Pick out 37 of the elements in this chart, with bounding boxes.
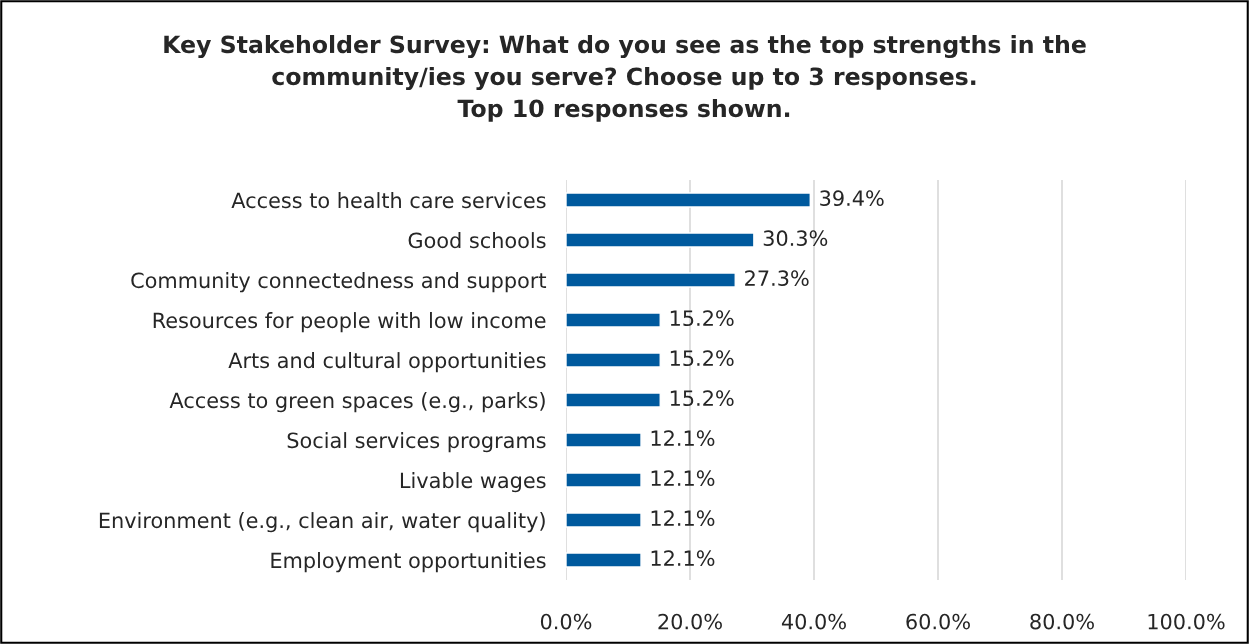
data-label: 15.2% — [670, 390, 734, 407]
y-tick-label: Access to green spaces (e.g., parks) — [169, 392, 545, 413]
bar — [566, 232, 755, 248]
x-tick-label: 40.0% — [781, 613, 846, 630]
x-tick-label: 60.0% — [906, 613, 970, 630]
bar — [566, 272, 736, 288]
y-tick-label: Community connectedness and support — [131, 272, 547, 293]
data-label: 27.3% — [745, 270, 809, 287]
y-tick-label: Resources for people with low income — [153, 312, 546, 333]
data-label: 12.1% — [651, 550, 715, 567]
data-label: 12.1% — [651, 510, 715, 527]
bar — [566, 472, 642, 488]
y-tick-label: Access to health care services — [231, 192, 546, 209]
x-tick-label: 20.0% — [658, 613, 722, 630]
y-tick-label: Arts and cultural opportunities — [228, 352, 546, 373]
y-tick-label: Environment (e.g., clean air, water quality) — [99, 512, 545, 533]
bar — [566, 552, 642, 568]
data-label: 15.2% — [670, 310, 734, 327]
data-label: 15.2% — [670, 350, 734, 367]
y-tick-label: Employment opportunities — [271, 552, 546, 573]
bar — [566, 512, 642, 528]
bar — [566, 312, 661, 328]
bar — [566, 432, 642, 448]
data-label: 39.4% — [820, 190, 884, 207]
x-tick-label: 80.0% — [1030, 613, 1094, 630]
y-tick-label: Livable wages — [400, 472, 546, 493]
x-tick-label: 0.0% — [540, 613, 592, 630]
y-tick-label: Social services programs — [287, 432, 546, 453]
y-tick-label: Good schools — [408, 232, 546, 249]
chart-title: Key Stakeholder Survey: What do you see as the top strengths in the community/ies you serve? Choose up to 3 responses. Top 10 responses shown. — [164, 35, 1086, 122]
bar — [566, 352, 661, 368]
x-tick-label: 100.0% — [1148, 613, 1225, 630]
data-label: 30.3% — [763, 230, 828, 247]
bar — [566, 192, 811, 208]
bar — [566, 392, 661, 408]
data-label: 12.1% — [651, 470, 715, 487]
data-label: 12.1% — [651, 430, 715, 447]
